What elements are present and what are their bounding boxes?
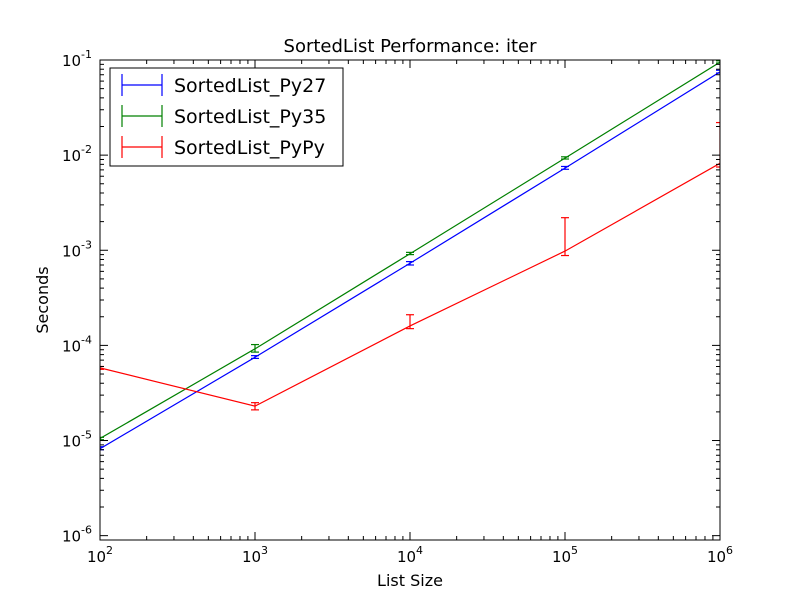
y-axis-label: Seconds — [33, 266, 52, 333]
legend-box — [109, 67, 344, 167]
y-tick-label: 10-4 — [62, 333, 92, 355]
x-tick-label: 103 — [242, 544, 268, 566]
y-tick-label: 10-2 — [62, 143, 92, 165]
x-tick-label: 105 — [552, 544, 578, 566]
legend-entry: SortedList_PyPy — [121, 136, 325, 159]
x-tick-label: 102 — [87, 544, 113, 566]
legend-label: SortedList_Py35 — [174, 106, 326, 128]
y-tick-label: 10-5 — [62, 429, 92, 451]
series-SortedList_Py27 — [100, 69, 720, 451]
ticks-layer: 102 103 104 105 106 10-6 10-5 10-4 10-3 10-2 10-1 — [62, 48, 733, 566]
chart-title: SortedList Performance: iter — [284, 36, 538, 57]
y-tick-label: 10-1 — [62, 48, 92, 70]
x-tick-label: 106 — [707, 544, 733, 566]
series-layer — [100, 60, 720, 451]
legend-entry: SortedList_Py35 — [121, 105, 326, 128]
x-tick-label: 104 — [397, 544, 423, 566]
legend: SortedList_Py27 SortedList_Py35 SortedList… — [109, 67, 344, 167]
legend-label: SortedList_Py27 — [174, 75, 326, 97]
y-tick-label: 10-3 — [62, 238, 92, 260]
series-SortedList_Py35 — [100, 60, 720, 441]
x-axis-label: List Size — [377, 571, 443, 590]
y-tick-label: 10-6 — [62, 524, 92, 546]
legend-entry: SortedList_Py27 — [121, 74, 326, 97]
legend-label: SortedList_PyPy — [174, 137, 325, 159]
